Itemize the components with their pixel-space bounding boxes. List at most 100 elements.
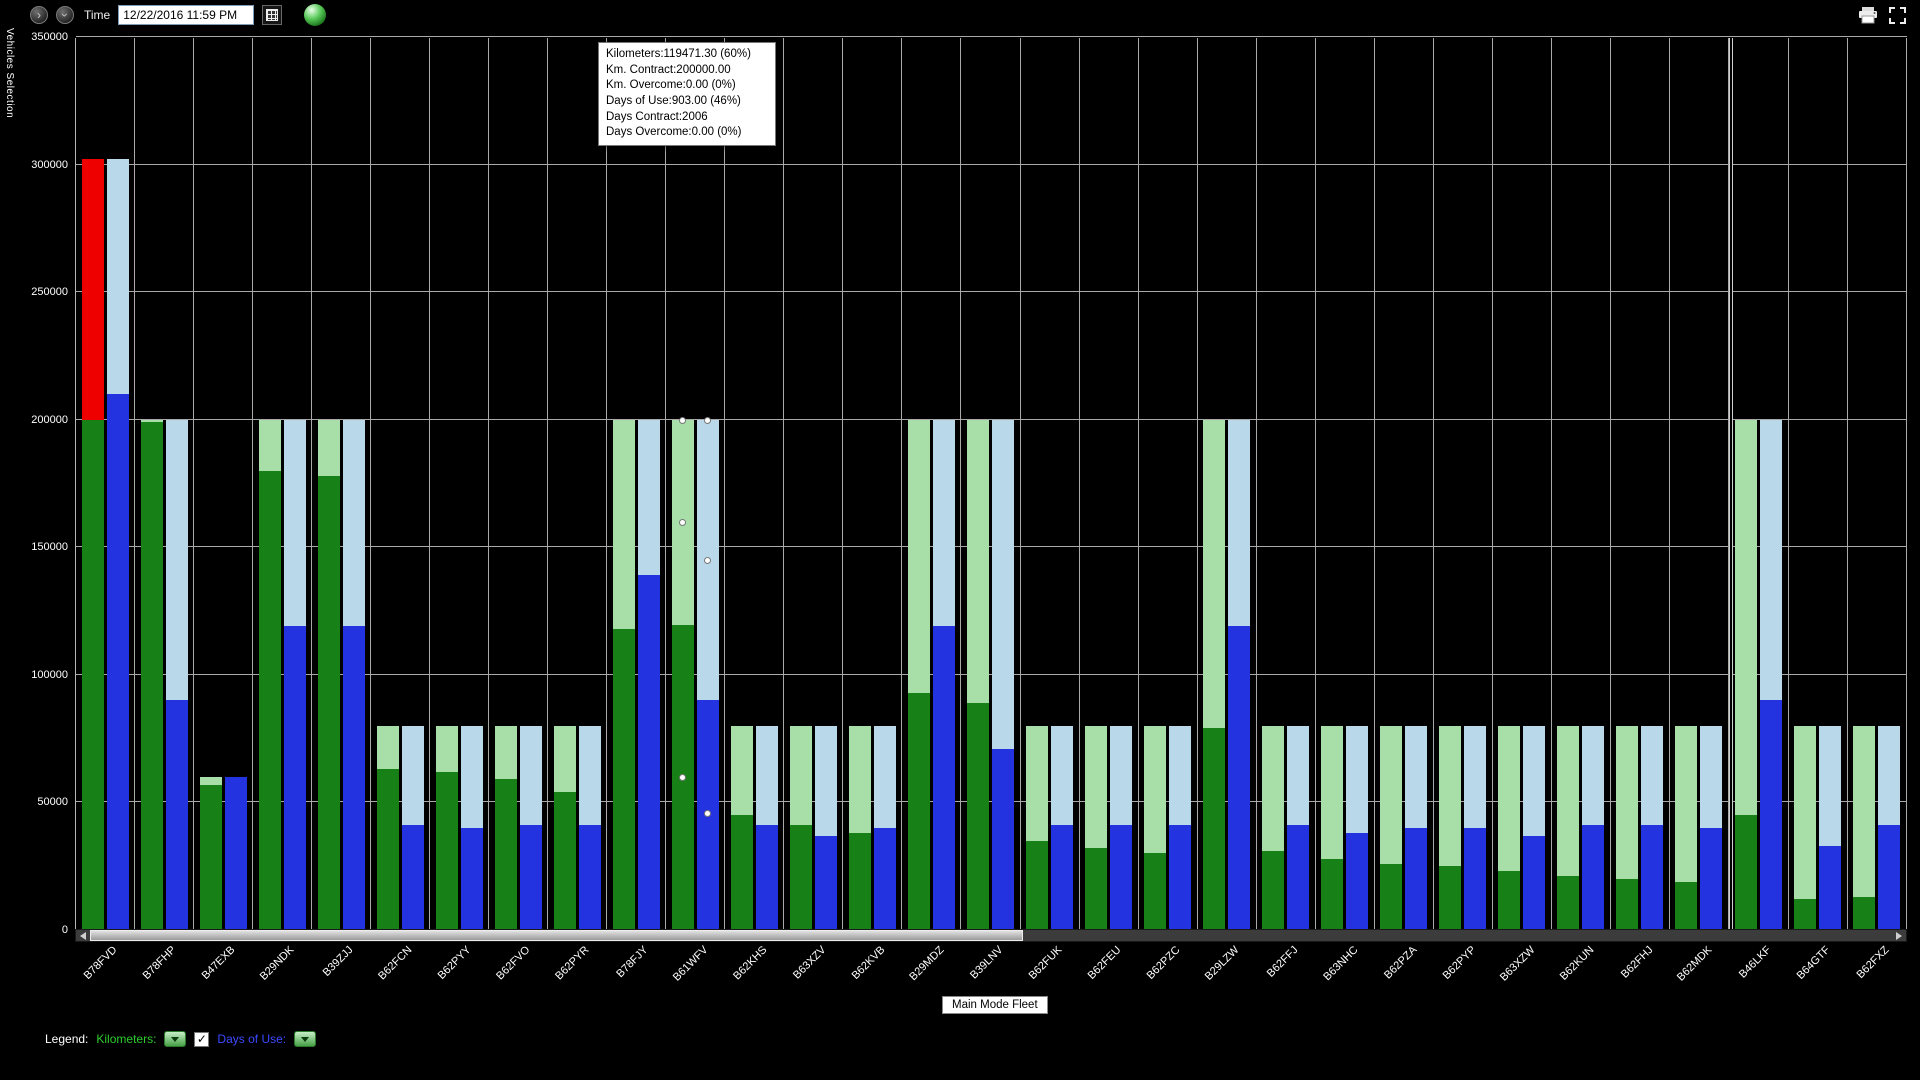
days-bar[interactable]: [165, 419, 188, 930]
kilometers-bar[interactable]: [1557, 725, 1580, 930]
days-bar[interactable]: [401, 725, 424, 930]
tooltip-line-days-of-use: Days of Use:903.00 (46%): [606, 94, 741, 107]
kilometers-bar[interactable]: [1380, 725, 1403, 930]
km-actual-segment: [1735, 815, 1758, 930]
km-actual-segment: [907, 692, 930, 930]
kilometers-bar[interactable]: [1794, 725, 1817, 930]
kilometers-dropdown-button[interactable]: [164, 1031, 187, 1047]
days-bar[interactable]: [1878, 725, 1901, 930]
days-bar[interactable]: [1405, 725, 1428, 930]
kilometers-bar[interactable]: [612, 419, 635, 930]
days-bar[interactable]: [460, 725, 483, 930]
days-bar[interactable]: [1110, 725, 1133, 930]
km-actual-segment: [494, 779, 517, 930]
nav-dropdown-button[interactable]: ›: [56, 6, 74, 24]
datetime-input[interactable]: [118, 5, 255, 25]
calendar-picker-button[interactable]: [262, 5, 283, 25]
km-actual-segment: [1262, 850, 1285, 930]
days-actual-segment: [1760, 700, 1783, 930]
refresh-orb-button[interactable]: [304, 3, 328, 27]
days-actual-segment: [460, 827, 483, 930]
hover-marker: [679, 416, 687, 424]
bar-group-b29ndk: [253, 38, 313, 930]
kilometers-bar[interactable]: [1675, 725, 1698, 930]
bar-group-b62pyy: [430, 38, 490, 930]
days-bar[interactable]: [1523, 725, 1546, 930]
bar-group-b62mdk: [1670, 38, 1729, 930]
km-actual-segment: [1853, 896, 1876, 930]
days-bar[interactable]: [637, 419, 660, 930]
days-bar[interactable]: [224, 776, 247, 930]
days-of-use-checkbox[interactable]: ✓: [194, 1031, 210, 1047]
kilometers-bar[interactable]: [730, 725, 753, 930]
km-actual-segment: [966, 702, 989, 930]
kilometers-bar[interactable]: [1262, 725, 1285, 930]
toolbar-right: [1857, 6, 1920, 24]
days-bar[interactable]: [1582, 725, 1605, 930]
kilometers-bar[interactable]: [789, 725, 812, 930]
kilometers-bar[interactable]: [1498, 725, 1521, 930]
days-bar[interactable]: [932, 419, 955, 930]
gridline-horizontal: [76, 36, 1907, 37]
days-bar[interactable]: [991, 419, 1014, 930]
kilometers-bar[interactable]: [317, 419, 340, 930]
x-axis-label: B62KUN: [1557, 944, 1597, 983]
days-bar[interactable]: [1464, 725, 1487, 930]
horizontal-scrollbar[interactable]: [75, 929, 1907, 942]
days-bar[interactable]: [283, 419, 306, 930]
fullscreen-button[interactable]: [1889, 6, 1906, 24]
scroll-right-button[interactable]: [1892, 930, 1906, 941]
kilometers-bar[interactable]: [1026, 725, 1049, 930]
printer-icon: [1859, 7, 1877, 24]
kilometers-bar[interactable]: [81, 159, 104, 930]
kilometers-bar[interactable]: [1616, 725, 1639, 930]
scroll-left-button[interactable]: [76, 930, 90, 941]
kilometers-bar[interactable]: [671, 419, 694, 930]
days-dropdown-button[interactable]: [294, 1031, 317, 1047]
bar-group-b78fhp: [135, 38, 195, 930]
days-bar[interactable]: [696, 419, 719, 930]
kilometers-bar[interactable]: [494, 725, 517, 930]
days-bar[interactable]: [1346, 725, 1369, 930]
kilometers-bar[interactable]: [199, 776, 222, 930]
kilometers-bar[interactable]: [1144, 725, 1167, 930]
km-contract-segment: [1675, 725, 1698, 930]
days-bar[interactable]: [106, 159, 129, 930]
kilometers-bar[interactable]: [907, 419, 930, 930]
days-bar[interactable]: [1700, 725, 1723, 930]
days-bar[interactable]: [519, 725, 542, 930]
days-bar[interactable]: [1641, 725, 1664, 930]
kilometers-bar[interactable]: [258, 419, 281, 930]
kilometers-bar[interactable]: [1203, 419, 1226, 930]
gridline-horizontal: [76, 673, 1907, 675]
kilometers-bar[interactable]: [1085, 725, 1108, 930]
days-bar[interactable]: [814, 725, 837, 930]
x-axis-label: B62FVO: [494, 944, 533, 983]
tooltip-line-days-contract: Days Contract:2006: [606, 110, 708, 123]
kilometers-bar[interactable]: [1439, 725, 1462, 930]
kilometers-bar[interactable]: [376, 725, 399, 930]
kilometers-bar[interactable]: [553, 725, 576, 930]
days-bar[interactable]: [342, 419, 365, 930]
days-bar[interactable]: [1287, 725, 1310, 930]
print-button[interactable]: [1857, 6, 1879, 24]
days-bar[interactable]: [1819, 725, 1842, 930]
days-bar[interactable]: [1169, 725, 1192, 930]
days-bar[interactable]: [1760, 419, 1783, 930]
nav-previous-button[interactable]: ›: [30, 6, 48, 24]
kilometers-bar[interactable]: [1735, 419, 1758, 930]
days-bar[interactable]: [755, 725, 778, 930]
kilometers-bar[interactable]: [435, 725, 458, 930]
kilometers-bar[interactable]: [1321, 725, 1344, 930]
days-bar[interactable]: [873, 725, 896, 930]
scrollbar-thumb[interactable]: [90, 930, 1023, 941]
days-bar[interactable]: [1051, 725, 1074, 930]
kilometers-bar[interactable]: [1853, 725, 1876, 930]
kilometers-bar[interactable]: [848, 725, 871, 930]
days-bar[interactable]: [1228, 419, 1251, 930]
kilometers-bar[interactable]: [140, 419, 163, 930]
km-actual-segment: [258, 470, 281, 930]
x-axis-label: B62KHS: [730, 944, 770, 983]
days-bar[interactable]: [578, 725, 601, 930]
kilometers-bar[interactable]: [966, 419, 989, 930]
